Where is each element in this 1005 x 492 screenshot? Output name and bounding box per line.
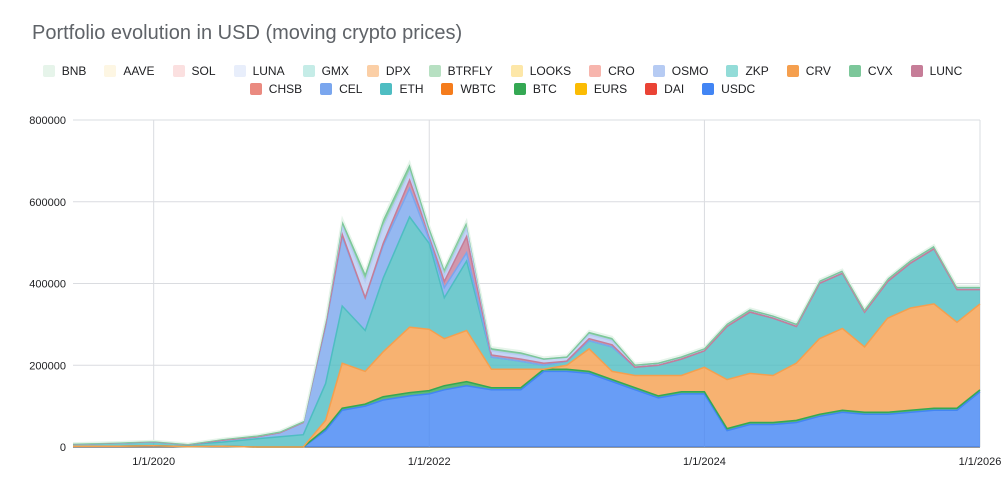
legend-item-zkp: ZKP bbox=[726, 64, 769, 78]
legend-label: OSMO bbox=[671, 64, 709, 78]
legend-swatch bbox=[786, 65, 799, 77]
legend-swatch bbox=[42, 65, 55, 77]
legend-label: DAI bbox=[664, 82, 685, 96]
legend-swatch bbox=[652, 65, 665, 77]
chart-title: Portfolio evolution in USD (moving crypt… bbox=[32, 22, 463, 44]
legend-item-dpx: DPX bbox=[366, 64, 411, 78]
legend-swatch bbox=[726, 65, 739, 77]
legend-item-cro: CRO bbox=[589, 64, 635, 78]
legend-item-usdc: USDC bbox=[702, 82, 755, 96]
legend-label: BTC bbox=[532, 82, 557, 96]
legend-row: BNB AAVE SOL LUNA GMX DPX BTRFLY LOOKS CRO OSMO ZK… bbox=[0, 62, 1005, 80]
y-tick-label: 200000 bbox=[29, 360, 66, 372]
legend-item-eth: ETH bbox=[380, 82, 423, 96]
x-axis: 1/1/2020 1/1/2022 1/1/2024 1/1/2026 bbox=[132, 456, 1001, 468]
chart-legend: BNB AAVE SOL LUNA GMX DPX BTRFLY LOOKS CRO OSMO ZK… bbox=[0, 62, 1005, 98]
legend-swatch bbox=[104, 65, 117, 77]
legend-item-dai: DAI bbox=[645, 82, 684, 96]
legend-swatch bbox=[302, 65, 315, 77]
legend-swatch bbox=[428, 65, 441, 77]
area-eth bbox=[73, 216, 980, 447]
legend-label: CRO bbox=[608, 64, 635, 78]
legend-swatch bbox=[233, 65, 246, 77]
legend-swatch bbox=[513, 83, 526, 95]
legend-label: BTRFLY bbox=[447, 64, 493, 78]
x-tick-label: 1/1/2022 bbox=[408, 456, 451, 468]
legend-item-cvx: CVX bbox=[848, 64, 893, 78]
legend-item-eurs: EURS bbox=[574, 82, 628, 96]
legend-item-gmx: GMX bbox=[302, 64, 349, 78]
legend-item-wbtc: WBTC bbox=[441, 82, 496, 96]
legend-swatch bbox=[702, 83, 715, 95]
legend-label: ZKP bbox=[745, 64, 769, 78]
legend-swatch bbox=[366, 65, 379, 77]
legend-label: CEL bbox=[339, 82, 363, 96]
y-tick-label: 400000 bbox=[29, 279, 66, 291]
legend-swatch bbox=[320, 83, 333, 95]
legend-label: DPX bbox=[385, 64, 411, 78]
legend-item-aave: AAVE bbox=[104, 64, 155, 78]
legend-item-bnb: BNB bbox=[42, 64, 87, 78]
legend-swatch bbox=[848, 65, 861, 77]
legend-item-crv: CRV bbox=[786, 64, 831, 78]
legend-label: AAVE bbox=[123, 64, 155, 78]
legend-swatch bbox=[645, 83, 658, 95]
legend-label: GMX bbox=[321, 64, 349, 78]
x-tick-label: 1/1/2020 bbox=[132, 456, 175, 468]
legend-label: CVX bbox=[867, 64, 893, 78]
legend-swatch bbox=[249, 83, 262, 95]
legend-item-cel: CEL bbox=[320, 82, 362, 96]
y-tick-label: 0 bbox=[60, 442, 66, 454]
legend-label: USDC bbox=[721, 82, 756, 96]
legend-item-luna: LUNA bbox=[233, 64, 285, 78]
legend-label: ETH bbox=[399, 82, 424, 96]
line-bnb bbox=[72, 159, 980, 445]
legend-label: SOL bbox=[191, 64, 216, 78]
legend-label: BNB bbox=[61, 64, 87, 78]
legend-row: CHSB CEL ETH WBTC BTC EURS DAI USDC bbox=[0, 80, 1005, 98]
legend-swatch bbox=[589, 65, 602, 77]
stacked-areas bbox=[73, 161, 980, 447]
series-lines bbox=[72, 159, 981, 448]
legend-item-sol: SOL bbox=[172, 64, 216, 78]
legend-item-chsb: CHSB bbox=[249, 82, 303, 96]
legend-swatch bbox=[574, 83, 587, 95]
legend-item-looks: LOOKS bbox=[510, 64, 572, 78]
legend-label: EURS bbox=[593, 82, 628, 96]
y-axis: 0 200000 400000 600000 800000 bbox=[29, 115, 66, 454]
line-crv bbox=[73, 303, 981, 448]
legend-label: CRV bbox=[805, 64, 831, 78]
legend-swatch bbox=[510, 65, 523, 77]
legend-label: CHSB bbox=[268, 82, 303, 96]
legend-item-btc: BTC bbox=[513, 82, 557, 96]
legend-label: LUNC bbox=[929, 64, 963, 78]
area-usdc bbox=[73, 371, 980, 447]
x-tick-label: 1/1/2024 bbox=[683, 456, 726, 468]
legend-label: WBTC bbox=[460, 82, 496, 96]
legend-label: LUNA bbox=[252, 64, 285, 78]
legend-label: LOOKS bbox=[529, 64, 572, 78]
legend-swatch bbox=[172, 65, 185, 77]
area-crv bbox=[73, 303, 980, 447]
line-cvx bbox=[72, 163, 980, 445]
legend-swatch bbox=[910, 65, 923, 77]
legend-swatch bbox=[380, 83, 393, 95]
legend-item-btrfly: BTRFLY bbox=[428, 64, 493, 78]
legend-swatch bbox=[441, 83, 454, 95]
y-tick-label: 800000 bbox=[29, 115, 66, 127]
legend-item-osmo: OSMO bbox=[652, 64, 709, 78]
x-tick-label: 1/1/2026 bbox=[959, 456, 1002, 468]
legend-item-lunc: LUNC bbox=[910, 64, 963, 78]
y-tick-label: 600000 bbox=[29, 197, 66, 209]
